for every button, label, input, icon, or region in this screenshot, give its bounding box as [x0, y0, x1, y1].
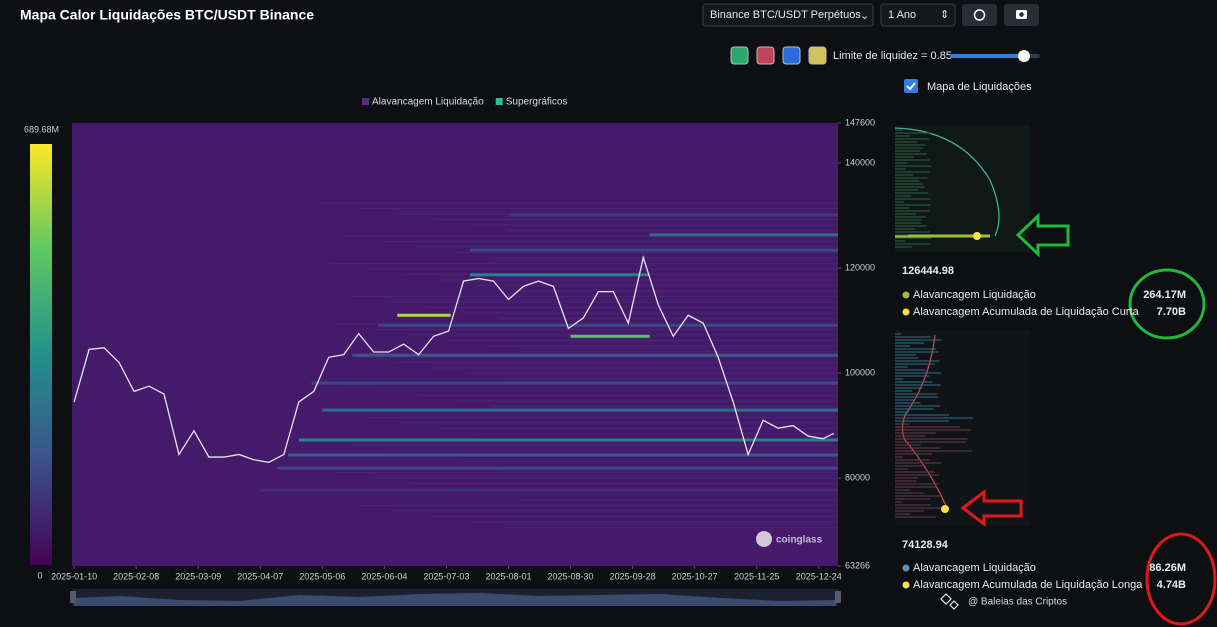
- liquidity-label: Limite de liquidez = 0.85: [833, 50, 952, 62]
- green-circle: [1128, 268, 1206, 340]
- y-tick-label: 147600: [845, 117, 875, 127]
- item-value: 4.74B: [1157, 579, 1186, 591]
- x-tick-label: 2025-12-24: [796, 571, 842, 581]
- navigator-handle[interactable]: [835, 591, 841, 603]
- slider-fill: [950, 54, 1024, 58]
- x-tick-label: 2025-10-27: [672, 571, 718, 581]
- lower-dot: [941, 505, 949, 513]
- item-value: 7.70B: [1157, 306, 1186, 318]
- chart-title: Mapa Calor Liquidações BTC/USDT Binance: [20, 7, 314, 23]
- range-spinner: ⇕: [940, 9, 949, 21]
- legend-swatch: [495, 98, 503, 105]
- legend-label: Supergráficos: [506, 97, 568, 108]
- heat-band: [649, 233, 838, 237]
- y-tick-label: 120000: [845, 262, 875, 272]
- item-label: Alavancagem Liquidação: [913, 562, 1036, 574]
- heat-band: [288, 453, 838, 457]
- x-tick-label: 2025-02-08: [113, 571, 159, 581]
- item-label: Alavancagem Acumulada de Liquidação Curt…: [913, 306, 1140, 318]
- heat-band: [508, 213, 838, 217]
- y-tick-label: 140000: [845, 157, 875, 167]
- x-tick-label: 2025-07-03: [423, 571, 469, 581]
- red-circle: [1145, 532, 1217, 626]
- x-tick-label: 2025-06-04: [361, 571, 407, 581]
- x-tick-label: 2025-03-09: [175, 571, 221, 581]
- credit: @ Baleias das Criptos: [968, 597, 1067, 608]
- x-tick-label: 2025-09-28: [610, 571, 656, 581]
- red-arrow: [960, 488, 1023, 528]
- heat-band: [260, 488, 838, 492]
- heat-band: [469, 248, 838, 252]
- upper-profile: [895, 125, 1030, 252]
- y-tick-label: 63266: [845, 560, 870, 570]
- heatmap-chart: Alavancagem Liquidação Supergráficos 63266…: [24, 97, 875, 582]
- palette-4[interactable]: [808, 46, 827, 65]
- x-tick-label: 2025-05-06: [299, 571, 345, 581]
- heat-band: [570, 334, 650, 338]
- heat-band: [469, 273, 650, 277]
- navigator-handle[interactable]: [70, 591, 76, 603]
- lower-profile: [895, 330, 1030, 526]
- exchange-label: Binance BTC/USDT Perpétuos: [710, 9, 861, 21]
- heat-band: [377, 323, 838, 327]
- item-label: Alavancagem Liquidação: [913, 289, 1036, 301]
- navigator-area: [74, 593, 836, 606]
- colorbar-label: 689.68M: [24, 124, 59, 134]
- palette-1[interactable]: [730, 46, 749, 65]
- heat-band: [311, 381, 838, 385]
- item-dot: [902, 308, 910, 316]
- x-tick-label: 2025-01-10: [51, 571, 97, 581]
- heat-band: [322, 408, 838, 412]
- slider-thumb[interactable]: [1018, 50, 1030, 62]
- upper-curve: [894, 127, 1000, 237]
- colorbar-label: 0: [37, 570, 42, 580]
- x-tick-label: 2025-11-25: [734, 571, 779, 581]
- x-tick-label: 2025-08-30: [548, 571, 594, 581]
- colorbar: [30, 144, 52, 565]
- price-label: 74128.94: [902, 539, 949, 551]
- palette-3[interactable]: [782, 46, 801, 65]
- item-label: Alavancagem Acumulada de Liquidação Long…: [913, 579, 1143, 591]
- y-tick-label: 80000: [845, 472, 870, 482]
- item-dot: [902, 564, 910, 572]
- item-value: 86.26M: [1149, 562, 1186, 574]
- item-value: 264.17M: [1143, 289, 1186, 301]
- watermark: coinglass: [776, 535, 823, 546]
- refresh-button[interactable]: [962, 4, 997, 26]
- item-dot: [902, 581, 910, 589]
- x-tick-label: 2025-04-07: [237, 571, 283, 581]
- check-mark: [906, 82, 916, 91]
- plot-background: [72, 123, 838, 566]
- item-dot: [902, 291, 910, 299]
- legend-label: Alavancagem Liquidação: [372, 97, 484, 108]
- y-tick-label: 100000: [845, 367, 875, 377]
- toggle-checkbox[interactable]: [904, 79, 918, 93]
- camera-lens: [1019, 12, 1024, 17]
- x-tick-label: 2025-08-01: [485, 571, 531, 581]
- green-arrow: [1015, 212, 1070, 258]
- palette-2[interactable]: [756, 46, 775, 65]
- credit-icon: [940, 593, 959, 610]
- range-label: 1 Ano: [888, 9, 916, 21]
- heat-band: [277, 466, 838, 470]
- select-caret: ⌄: [860, 10, 869, 22]
- exchange-select[interactable]: [702, 3, 874, 27]
- watermark-logo: [756, 531, 772, 547]
- legend-swatch: [362, 98, 369, 105]
- heat-band: [397, 313, 451, 317]
- toggle-label: Mapa de Liquidações: [927, 81, 1032, 93]
- upper-dot: [973, 232, 981, 240]
- price-line: [73, 255, 835, 464]
- price-label: 126444.98: [902, 265, 954, 277]
- refresh-icon: [973, 9, 986, 21]
- heat-band: [352, 353, 838, 357]
- range-select[interactable]: [880, 3, 956, 27]
- heat-band: [298, 438, 839, 442]
